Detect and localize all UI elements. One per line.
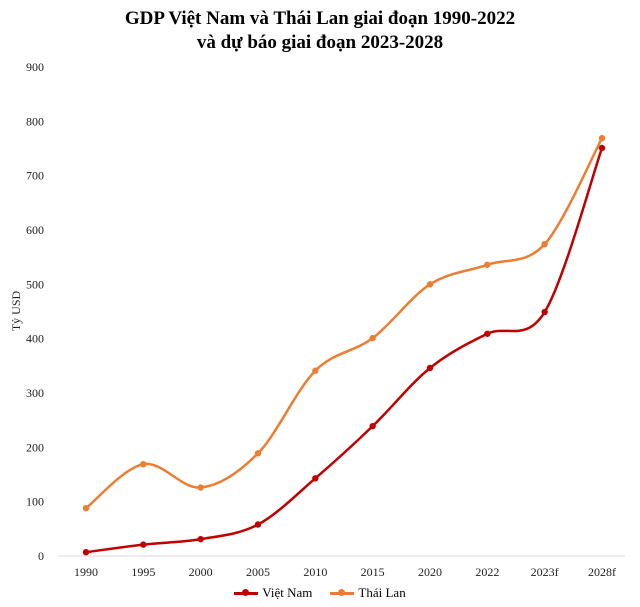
legend-swatch <box>330 589 355 596</box>
series-line-0 <box>85 147 604 554</box>
y-tick-label: 400 <box>26 332 44 346</box>
data-point <box>140 541 147 548</box>
legend-swatch <box>234 589 259 596</box>
y-tick-label: 600 <box>26 223 44 237</box>
data-point <box>312 367 319 374</box>
x-tick-label: 2023f <box>531 565 559 579</box>
x-tick-label: 2000 <box>189 565 213 579</box>
y-tick-label: 700 <box>26 169 44 183</box>
data-point <box>369 334 376 342</box>
x-tick-label: 2005 <box>246 565 270 579</box>
data-point <box>598 144 606 152</box>
y-tick-label: 100 <box>26 495 44 509</box>
data-point <box>82 548 90 556</box>
chart-subtitle: và dự báo giai đoạn 2023-2028 <box>196 32 444 53</box>
y-tick-label: 0 <box>38 549 44 563</box>
x-tick-label: 2022 <box>475 565 499 579</box>
y-tick-label: 800 <box>26 114 44 128</box>
x-tick-label: 1990 <box>74 565 98 579</box>
data-point <box>541 240 548 248</box>
y-tick-label: 200 <box>26 440 44 454</box>
data-point <box>82 504 90 512</box>
data-point <box>312 475 319 482</box>
y-tick-label: 300 <box>26 386 44 400</box>
y-tick-label: 500 <box>26 277 44 291</box>
chart-title: GDP Việt Nam và Thái Lan giai đoạn 1990-… <box>124 8 516 29</box>
x-tick-label: 1995 <box>131 565 155 579</box>
x-tick-label: 2020 <box>418 565 442 579</box>
data-point <box>140 460 147 468</box>
data-point <box>426 364 434 372</box>
data-point <box>254 521 262 528</box>
legend-label: Việt Nam <box>262 585 313 600</box>
data-point <box>484 261 491 268</box>
data-point <box>426 281 434 288</box>
x-tick-label: 2015 <box>361 565 385 579</box>
x-tick-label: 2010 <box>303 565 327 579</box>
y-tick-label: 900 <box>26 60 44 74</box>
data-point <box>598 134 606 142</box>
data-point <box>484 330 491 337</box>
data-point <box>369 422 376 430</box>
data-point <box>197 484 204 491</box>
legend-item-vietnam[interactable]: Việt Nam <box>234 585 312 601</box>
series-line-1 <box>85 137 604 510</box>
data-point <box>254 450 262 457</box>
y-axis-label: Tỷ USD <box>9 291 23 332</box>
data-point <box>197 535 204 543</box>
x-tick-label: 2028f <box>588 565 616 579</box>
data-point <box>541 308 548 316</box>
legend-item-thailand[interactable]: Thái Lan <box>330 585 406 601</box>
legend-label: Thái Lan <box>358 585 406 600</box>
legend: Việt Nam Thái Lan <box>0 585 640 601</box>
